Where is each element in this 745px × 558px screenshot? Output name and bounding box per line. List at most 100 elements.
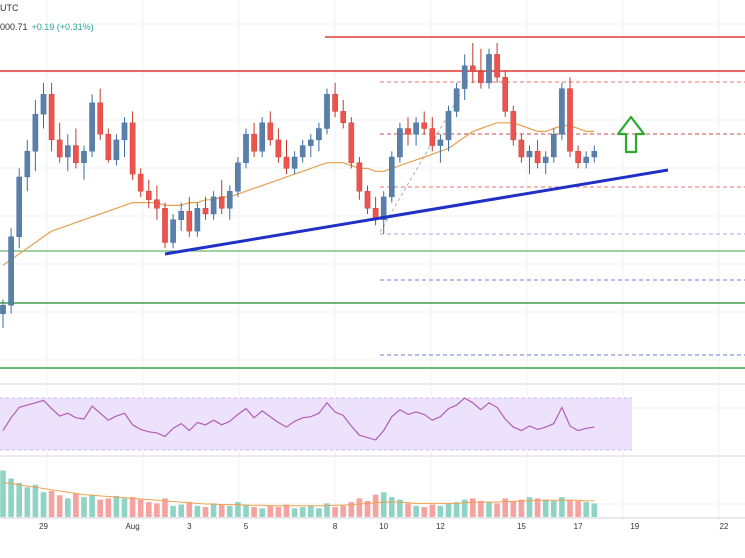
candle-body bbox=[8, 236, 14, 306]
candle-body bbox=[591, 151, 598, 158]
candle-body bbox=[97, 102, 103, 135]
candle-body bbox=[389, 156, 395, 198]
candle-body bbox=[510, 111, 517, 141]
candle-body bbox=[494, 54, 500, 78]
volume-bar bbox=[494, 503, 500, 517]
candle-body bbox=[137, 173, 144, 192]
candle-body bbox=[526, 151, 533, 158]
volume-bar bbox=[259, 508, 265, 517]
x-tick-label: 19 bbox=[630, 522, 639, 531]
trendline-layer bbox=[164, 168, 669, 256]
volume-bar bbox=[162, 498, 168, 517]
volume-bar bbox=[567, 499, 573, 517]
candle-body bbox=[356, 162, 363, 192]
price-readout: 000.71 +0.19 (+0.31%) bbox=[0, 22, 94, 32]
volume-bar bbox=[372, 494, 379, 517]
volume-bar bbox=[275, 507, 282, 517]
candle-body bbox=[81, 151, 87, 163]
volume-bar bbox=[299, 507, 306, 517]
level-lines bbox=[0, 36, 745, 369]
candle-body bbox=[316, 128, 322, 141]
candle-body bbox=[583, 156, 589, 163]
candle-body bbox=[405, 128, 411, 135]
candle-body bbox=[0, 305, 6, 314]
volume-bar bbox=[32, 484, 39, 517]
volume-bar bbox=[486, 502, 492, 517]
candle-body bbox=[226, 190, 233, 209]
volume-bar bbox=[97, 499, 103, 517]
candle-body bbox=[32, 114, 39, 152]
volume-bar bbox=[154, 503, 160, 517]
last-price: 000.71 bbox=[0, 22, 28, 32]
x-tick-label: 5 bbox=[244, 522, 249, 531]
volume-bar bbox=[0, 470, 6, 517]
candle-body bbox=[145, 190, 152, 200]
volume-bar bbox=[397, 499, 403, 517]
candle-body bbox=[421, 122, 428, 129]
volume-bar bbox=[65, 498, 71, 517]
candles bbox=[0, 43, 598, 328]
candle-body bbox=[121, 122, 128, 141]
volume-bar bbox=[81, 497, 87, 517]
rising-trendline bbox=[164, 168, 669, 256]
volume-bar bbox=[591, 503, 598, 517]
rsi-line bbox=[2, 397, 595, 441]
volume-bar bbox=[389, 497, 395, 517]
volume-bar bbox=[186, 502, 193, 517]
candle-body bbox=[202, 208, 209, 215]
volume-bar bbox=[170, 505, 176, 517]
candle-body bbox=[299, 145, 306, 158]
volume-bar bbox=[453, 502, 460, 517]
candle-body bbox=[332, 94, 338, 112]
volume-bar bbox=[202, 507, 209, 517]
candle-body bbox=[89, 102, 95, 152]
price-change: +0.19 (+0.31%) bbox=[31, 22, 94, 32]
volume-bar bbox=[502, 498, 508, 517]
volume-bar bbox=[113, 495, 120, 517]
x-tick-label: 10 bbox=[379, 522, 388, 531]
volume-bar bbox=[291, 508, 298, 517]
candle-body bbox=[64, 145, 71, 158]
volume-bar bbox=[478, 500, 484, 517]
arrow-layer bbox=[616, 115, 646, 154]
volume-bar bbox=[364, 500, 371, 517]
candle-body bbox=[308, 139, 314, 146]
volume-bar bbox=[380, 492, 387, 517]
x-tick-label: 15 bbox=[517, 522, 526, 531]
volume-bar bbox=[542, 499, 549, 517]
volume-bar bbox=[332, 507, 338, 517]
volume-bar bbox=[16, 482, 22, 517]
rsi-band bbox=[0, 398, 632, 450]
candle-body bbox=[518, 139, 525, 158]
candle-body bbox=[502, 76, 509, 112]
volume-bar bbox=[40, 492, 47, 517]
volume-bar bbox=[340, 505, 346, 517]
volume-bar bbox=[178, 504, 184, 517]
volume-bar bbox=[429, 504, 436, 517]
candle-body bbox=[380, 196, 387, 220]
volume-bar bbox=[56, 495, 63, 517]
volume-bar bbox=[73, 493, 79, 517]
volume-bar bbox=[470, 498, 476, 517]
candle-body bbox=[461, 65, 468, 89]
candle-body bbox=[105, 133, 112, 161]
candle-body bbox=[413, 122, 419, 135]
candle-body bbox=[251, 133, 257, 152]
candle-body bbox=[129, 122, 136, 175]
candle-body bbox=[437, 139, 444, 146]
candle-body bbox=[243, 133, 249, 163]
volume-bar bbox=[518, 499, 525, 517]
volume-bar bbox=[267, 505, 274, 517]
candle-body bbox=[24, 151, 31, 178]
candle-body bbox=[113, 139, 120, 161]
volume-bar bbox=[89, 494, 95, 517]
volume-bar bbox=[437, 505, 444, 517]
volume-bar bbox=[559, 497, 565, 517]
moving-average bbox=[2, 122, 595, 266]
x-tick-label: 12 bbox=[436, 522, 445, 531]
x-tick-label: 17 bbox=[574, 522, 583, 531]
candle-body bbox=[348, 122, 355, 163]
volume-bar bbox=[575, 500, 581, 517]
volume-bar bbox=[445, 503, 452, 517]
